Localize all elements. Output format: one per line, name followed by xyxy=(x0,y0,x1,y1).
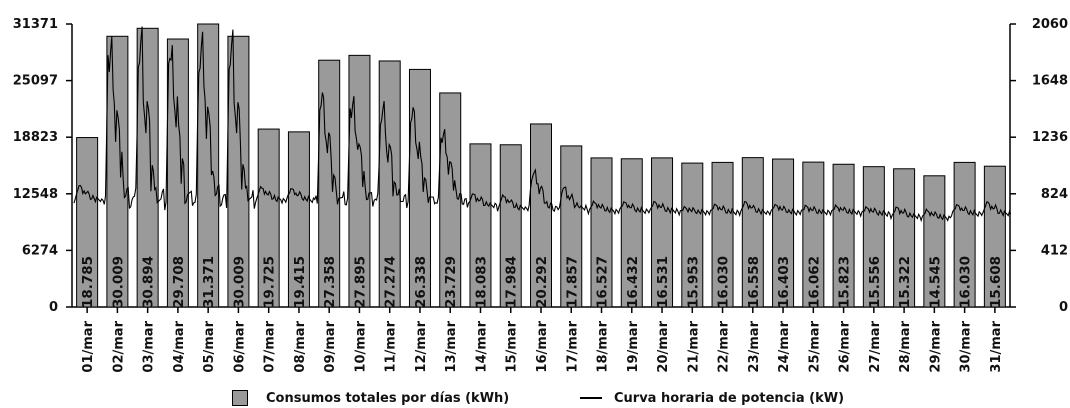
x-tick-label: 09/mar xyxy=(323,320,338,372)
bar-value-label: 16.030 xyxy=(958,256,974,308)
x-tick-label: 07/mar xyxy=(263,320,278,372)
x-tick-label: 20/mar xyxy=(656,320,671,372)
bar-value-label: 15.556 xyxy=(867,256,883,308)
x-tick-label: 28/mar xyxy=(898,320,913,372)
x-tick-label: 21/mar xyxy=(686,320,701,372)
bar-value-label: 29.708 xyxy=(171,256,187,308)
y-left-tick-label: 0 xyxy=(49,300,58,315)
x-tick-label: 22/mar xyxy=(717,320,732,372)
legend-bars-label: Consumos totales por días (kWh) xyxy=(266,390,510,406)
x-tick-label: 29/mar xyxy=(928,320,943,372)
x-tick-label: 23/mar xyxy=(747,320,762,372)
x-tick-label: 30/mar xyxy=(959,320,974,372)
y-right-tick-label: 824 xyxy=(1041,187,1068,202)
x-tick-label: 10/mar xyxy=(353,320,368,372)
legend-line-label: Curva horaria de potencia (kW) xyxy=(614,390,845,406)
y-right-tick-label: 1648 xyxy=(1032,74,1068,89)
bar-value-label: 27.358 xyxy=(322,256,338,308)
x-tick-label: 04/mar xyxy=(172,320,187,372)
bar-value-label: 18.785 xyxy=(80,256,96,308)
bar-value-label: 16.062 xyxy=(806,256,822,308)
x-tick-label: 31/mar xyxy=(989,320,1004,372)
y-right-tick-label: 412 xyxy=(1041,243,1068,258)
legend-bars: Consumos totales por días (kWh) xyxy=(232,388,509,408)
bar-value-label: 23.729 xyxy=(443,256,459,308)
x-tick-label: 18/mar xyxy=(596,320,611,372)
bar-value-label: 18.083 xyxy=(473,256,489,308)
legend-bars-swatch xyxy=(232,390,248,406)
power-curve-line xyxy=(73,26,1012,223)
x-tick-label: 08/mar xyxy=(293,320,308,372)
x-tick-label: 27/mar xyxy=(868,320,883,372)
bar-value-label: 27.895 xyxy=(352,256,368,308)
y-left-tick-label: 6274 xyxy=(22,243,58,258)
x-tick-label: 12/mar xyxy=(414,320,429,372)
bar-value-label: 19.725 xyxy=(262,256,278,308)
bar-value-label: 15.608 xyxy=(988,256,1004,308)
chart-area: 0 6274 12548 18823 25097 31371 0 412 824 1236 1648… xyxy=(13,17,1068,373)
bar-value-label: 16.403 xyxy=(776,256,792,308)
legend-line: Curva horaria de potencia (kW) xyxy=(580,388,844,408)
bar-value-label: 17.857 xyxy=(564,256,580,308)
bar-value-label: 19.415 xyxy=(292,256,308,308)
bar-value-label: 15.953 xyxy=(685,256,701,308)
y-left-tick-label: 31371 xyxy=(13,17,58,32)
bar-value-label: 26.338 xyxy=(413,256,429,308)
x-tick-label: 13/mar xyxy=(444,320,459,372)
bar-value-label: 16.558 xyxy=(746,256,762,308)
y-left-tick-label: 12548 xyxy=(13,187,58,202)
bar-value-label: 14.545 xyxy=(927,256,943,308)
x-tick-label: 02/mar xyxy=(111,320,126,372)
x-tick-label: 25/mar xyxy=(807,320,822,372)
bar-value-label: 30.009 xyxy=(110,256,126,308)
bar-value-label: 15.823 xyxy=(837,256,853,308)
x-tick-label: 26/mar xyxy=(838,320,853,372)
bar-value-label: 20.292 xyxy=(534,256,550,308)
bar-value-label: 17.984 xyxy=(504,256,520,308)
x-tick-label: 17/mar xyxy=(565,320,580,372)
y-right-tick-label: 2060 xyxy=(1032,17,1068,32)
y-right-tick-label: 0 xyxy=(1059,300,1068,315)
legend-line-swatch xyxy=(580,397,602,399)
bar-value-label: 15.322 xyxy=(897,256,913,308)
bar-value-label: 30.009 xyxy=(231,256,247,308)
bar-value-label: 16.531 xyxy=(655,256,671,308)
bar-value-label: 16.432 xyxy=(625,256,641,308)
x-tick-label: 14/mar xyxy=(474,320,489,372)
y-right-tick-label: 1236 xyxy=(1032,130,1068,145)
bar-value-label: 30.894 xyxy=(141,256,157,308)
bar-value-label: 31.371 xyxy=(201,256,217,308)
x-tick-label: 15/mar xyxy=(505,320,520,372)
x-tick-label: 06/mar xyxy=(232,320,247,372)
bar-value-label: 16.527 xyxy=(595,256,611,308)
x-tick-label: 03/mar xyxy=(142,320,157,372)
x-tick-label: 11/mar xyxy=(384,320,399,372)
y-left-tick-label: 25097 xyxy=(13,74,58,89)
x-tick-label: 01/mar xyxy=(81,320,96,372)
x-tick-label: 16/mar xyxy=(535,320,550,372)
bar-value-label: 27.274 xyxy=(383,256,399,308)
x-tick-label: 05/mar xyxy=(202,320,217,372)
bar-value-label: 16.030 xyxy=(716,256,732,308)
y-left-tick-label: 18823 xyxy=(13,130,58,145)
x-tick-label: 24/mar xyxy=(777,320,792,372)
x-tick-label: 19/mar xyxy=(626,320,641,372)
